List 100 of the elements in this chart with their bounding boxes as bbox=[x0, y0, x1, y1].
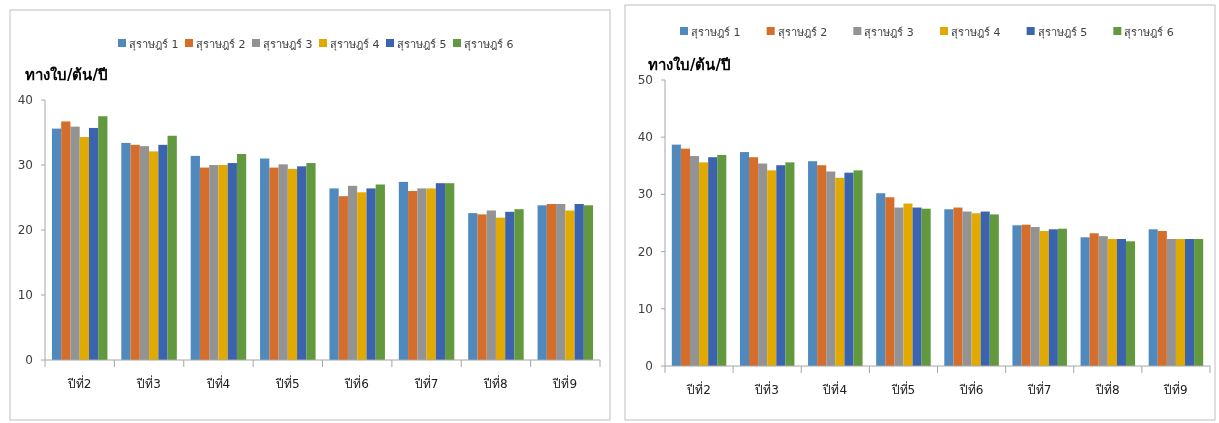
bar bbox=[375, 184, 385, 360]
bar bbox=[1194, 239, 1204, 366]
bar bbox=[1116, 239, 1126, 366]
bar bbox=[565, 210, 575, 360]
bar bbox=[417, 188, 427, 360]
x-tick-label: ปีที่5 bbox=[274, 375, 300, 391]
bar bbox=[876, 193, 886, 366]
bar bbox=[574, 204, 584, 360]
bar bbox=[1048, 229, 1058, 366]
bar bbox=[1012, 225, 1022, 366]
y-tick-label: 20 bbox=[637, 244, 653, 259]
bar bbox=[844, 172, 854, 366]
bar bbox=[583, 205, 594, 360]
x-tick-label: ปีที่8 bbox=[1094, 381, 1120, 397]
bar bbox=[717, 154, 727, 366]
bar bbox=[1107, 239, 1117, 366]
bar bbox=[70, 126, 80, 360]
bar bbox=[785, 162, 795, 366]
legend-label: สุราษฎร์ 6 bbox=[1124, 26, 1174, 39]
y-axis-title: ทางใบ/ต้น/ปี bbox=[648, 56, 731, 74]
bar bbox=[903, 203, 913, 366]
bar bbox=[426, 188, 436, 360]
bar bbox=[808, 161, 818, 366]
bar bbox=[61, 121, 71, 360]
bar bbox=[1030, 227, 1040, 366]
bar bbox=[912, 207, 922, 366]
bar bbox=[366, 188, 376, 360]
bar bbox=[1089, 233, 1099, 366]
bar bbox=[962, 211, 972, 366]
bar bbox=[121, 142, 131, 360]
bar bbox=[1185, 239, 1195, 366]
bar bbox=[306, 163, 316, 360]
bar bbox=[139, 146, 150, 360]
bar bbox=[1166, 239, 1176, 366]
bar bbox=[749, 157, 759, 366]
bar bbox=[297, 166, 307, 360]
x-tick-label: ปีที่7 bbox=[413, 375, 439, 391]
bar bbox=[980, 211, 990, 366]
bar bbox=[435, 183, 446, 360]
legend-label: สุราษฎร์ 3 bbox=[864, 26, 914, 39]
x-tick-label: ปีที่9 bbox=[1163, 381, 1188, 397]
y-tick-label: 40 bbox=[637, 130, 653, 145]
bar bbox=[671, 144, 681, 366]
bar bbox=[680, 148, 690, 366]
bar bbox=[1125, 241, 1136, 366]
bar bbox=[758, 163, 768, 366]
bar bbox=[329, 188, 339, 360]
bar bbox=[408, 191, 418, 360]
bar bbox=[357, 192, 367, 360]
x-tick-label: ปีที่6 bbox=[958, 381, 984, 397]
bar bbox=[835, 177, 845, 366]
x-tick-label: ปีที่6 bbox=[344, 375, 370, 391]
bar bbox=[130, 144, 140, 360]
bar bbox=[708, 157, 718, 366]
bar bbox=[287, 168, 298, 360]
x-tick-label: ปีที่9 bbox=[552, 375, 578, 391]
bar bbox=[1175, 239, 1186, 366]
bar bbox=[546, 204, 557, 360]
bar bbox=[338, 196, 348, 360]
legend-label: สุราษฎร์ 1 bbox=[129, 38, 179, 51]
y-tick-label: 40 bbox=[17, 93, 33, 107]
legend-label: สุราษฎร์ 4 bbox=[330, 38, 380, 51]
bar bbox=[739, 152, 750, 366]
x-tick-label: ปีที่3 bbox=[754, 381, 780, 397]
legend-label: สุราษฎร์ 4 bbox=[951, 26, 1001, 39]
legend-label: สุราษฎร์ 6 bbox=[464, 38, 514, 51]
bar bbox=[477, 214, 487, 360]
bar bbox=[826, 171, 836, 366]
bar bbox=[158, 144, 168, 360]
bar bbox=[98, 116, 108, 360]
x-tick-label: ปีที่5 bbox=[890, 381, 916, 397]
y-tick-label: 30 bbox=[17, 158, 33, 172]
bar bbox=[149, 151, 159, 360]
bar bbox=[1057, 228, 1067, 366]
y-tick-label: 0 bbox=[25, 353, 33, 367]
bar bbox=[1098, 236, 1108, 366]
bar bbox=[269, 167, 279, 360]
x-tick-label: ปีที่7 bbox=[1026, 381, 1052, 397]
bar bbox=[468, 213, 478, 360]
legend-label: สุราษฎร์ 2 bbox=[777, 26, 828, 39]
bar bbox=[88, 127, 99, 360]
y-tick-label: 10 bbox=[637, 301, 653, 316]
bar bbox=[167, 135, 177, 360]
legend-label: สุราษฎร์ 1 bbox=[691, 26, 741, 39]
bar bbox=[971, 213, 981, 366]
bar bbox=[689, 156, 700, 366]
bar bbox=[495, 217, 506, 360]
bar bbox=[209, 165, 219, 360]
bar bbox=[1148, 229, 1158, 366]
y-tick-label: 30 bbox=[637, 187, 653, 202]
x-tick-label: ปีที่8 bbox=[483, 375, 508, 391]
legend-label: สุราษฎร์ 2 bbox=[196, 38, 246, 51]
y-axis-title: ทางใบ/ต้น/ปี bbox=[25, 66, 108, 84]
bar bbox=[347, 185, 358, 360]
bar bbox=[486, 210, 496, 360]
bar bbox=[817, 165, 827, 366]
legend-label: สุราษฎร์ 3 bbox=[263, 38, 313, 51]
bar bbox=[853, 170, 863, 366]
bar bbox=[537, 205, 547, 360]
bar bbox=[190, 155, 200, 360]
